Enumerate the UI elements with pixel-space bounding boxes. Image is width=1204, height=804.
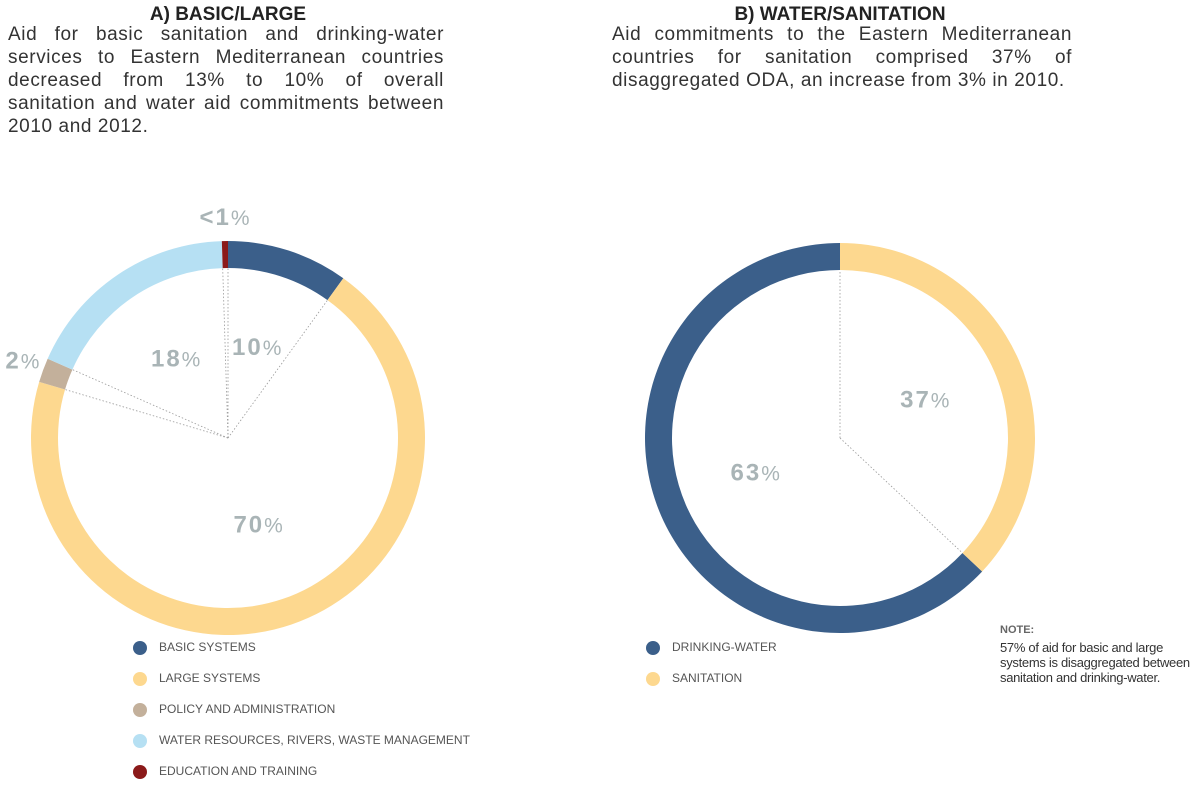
- legend-label: EDUCATION AND TRAINING: [159, 764, 317, 778]
- value-label: 70%: [233, 512, 282, 539]
- legend-label: SANITATION: [672, 671, 742, 685]
- legend-label: WATER RESOURCES, RIVERS, WASTE MANAGEMEN…: [159, 733, 471, 747]
- divider: [227, 299, 328, 439]
- donut-slice: [47, 241, 223, 370]
- value-number: 37: [900, 387, 931, 414]
- value-number: 2: [5, 348, 20, 375]
- legend-label: LARGE SYSTEMS: [159, 671, 260, 685]
- value-label: 2%: [5, 348, 39, 375]
- legend-swatch: [646, 672, 660, 686]
- divider: [64, 389, 229, 439]
- chart-description: Aid for basic sanitation and drinking-wa…: [8, 24, 444, 137]
- value-label: 37%: [900, 387, 949, 414]
- legend-swatch: [133, 672, 147, 686]
- legend-label: DRINKING-WATER: [672, 640, 777, 654]
- donut-slice: [644, 243, 983, 634]
- value-unit: %: [182, 348, 201, 371]
- legend-swatch: [133, 641, 147, 655]
- value-label: 63%: [731, 460, 780, 487]
- chart-description: Aid commitments to the Eastern Mediterra…: [612, 24, 1072, 91]
- note-title: NOTE:: [1000, 624, 1035, 636]
- value-number: 70: [233, 512, 264, 539]
- donut-slice: [39, 358, 73, 390]
- legend-swatch: [133, 734, 147, 748]
- note-text: 57% of aid for basic and large systems i…: [1000, 640, 1190, 685]
- value-label: 18%: [151, 346, 200, 373]
- legend-label: BASIC SYSTEMS: [159, 640, 256, 654]
- divider: [72, 369, 229, 439]
- chart-title: A) BASIC/LARGE: [149, 4, 307, 25]
- legend-swatch: [133, 765, 147, 779]
- chart-title: B) WATER/SANITATION: [734, 4, 946, 25]
- donut-slice: [221, 241, 228, 269]
- value-unit: %: [761, 462, 780, 485]
- legend-swatch: [646, 641, 660, 655]
- legend-label: POLICY AND ADMINISTRATION: [159, 702, 335, 716]
- value-unit: %: [21, 350, 40, 373]
- value-unit: %: [264, 514, 283, 537]
- value-number: 18: [151, 346, 182, 373]
- value-number: <1: [200, 204, 231, 231]
- donut-slice: [840, 243, 1035, 572]
- value-label: 10%: [232, 334, 281, 361]
- legend-swatch: [133, 703, 147, 717]
- value-unit: %: [263, 337, 282, 360]
- divider: [222, 268, 229, 439]
- value-number: 63: [731, 460, 762, 487]
- value-unit: %: [931, 389, 950, 412]
- value-label: <1%: [200, 204, 250, 231]
- divider: [839, 437, 963, 554]
- value-unit: %: [231, 207, 250, 230]
- value-number: 10: [232, 334, 263, 361]
- donut-slice: [228, 241, 344, 301]
